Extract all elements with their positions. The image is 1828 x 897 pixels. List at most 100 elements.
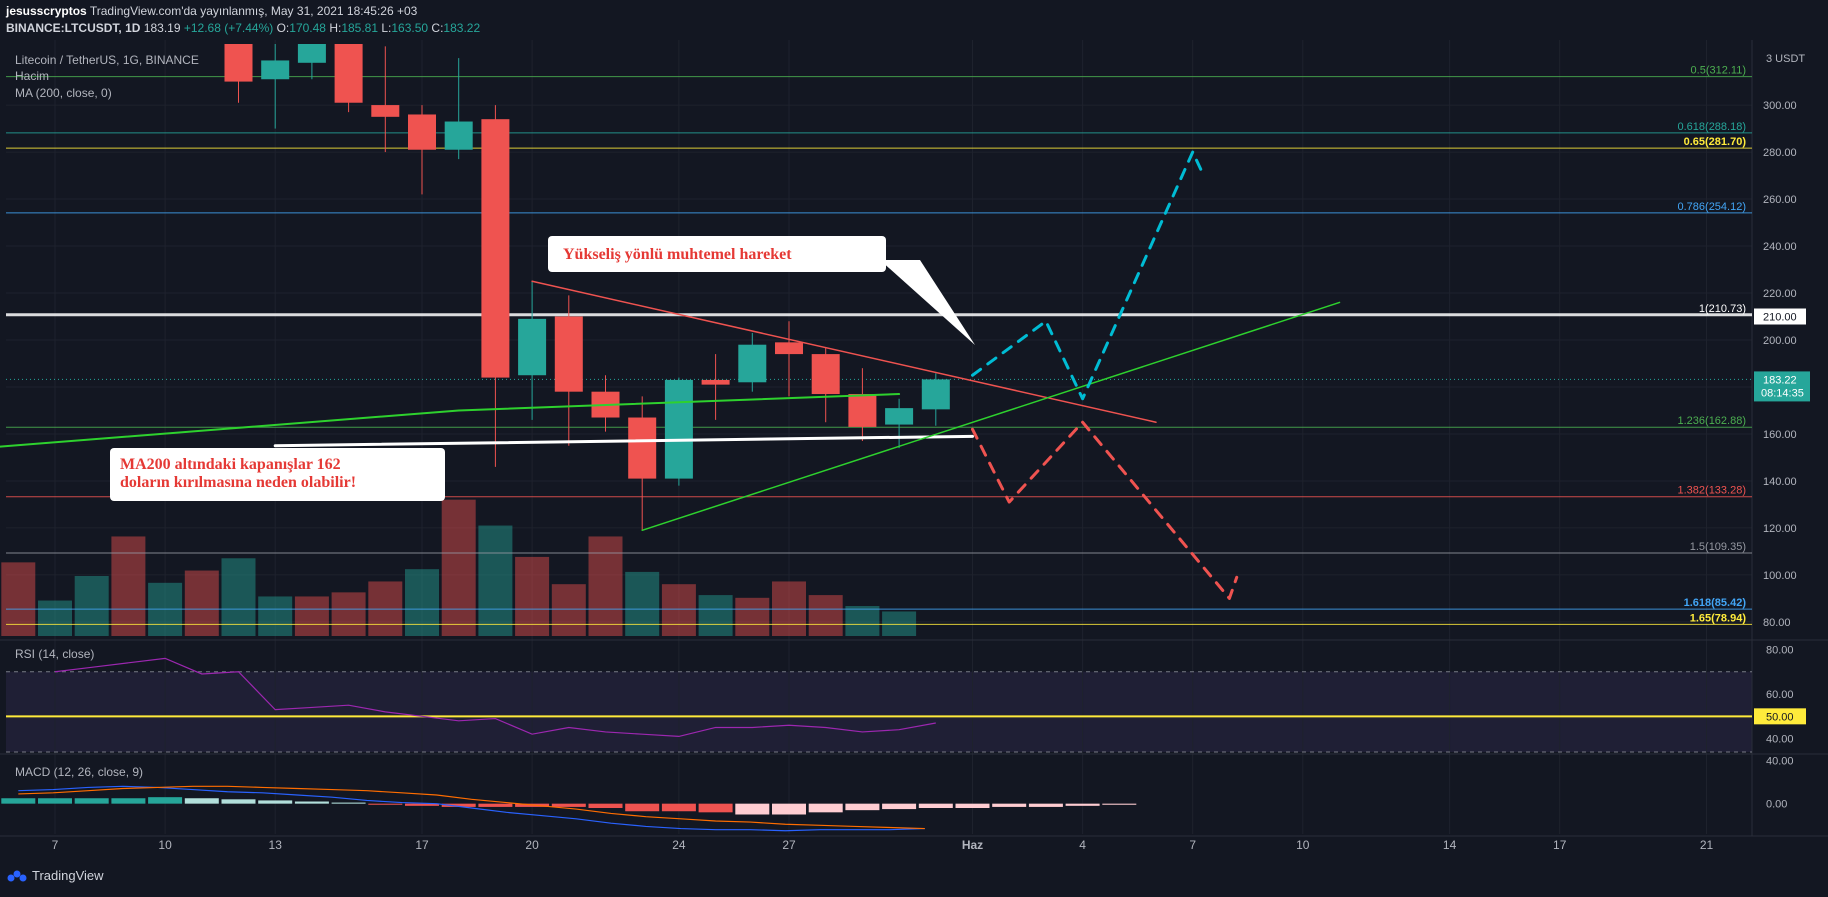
fib-level-label: 0.65(281.70) — [1684, 136, 1747, 148]
macd-histogram-bar — [992, 803, 1027, 807]
fib-level-label: 0.5(312.11) — [1691, 65, 1746, 77]
price-tag-label: 210.00 — [1763, 312, 1797, 324]
bearish-projection-path — [971, 420, 1239, 600]
fib-level-label: 1.236(162.88) — [1678, 415, 1747, 427]
candle-body — [334, 44, 363, 103]
macd-histogram-bar — [661, 803, 696, 812]
macd-histogram-bar — [1028, 803, 1063, 807]
volume-bar — [74, 576, 109, 636]
macd-histogram-bar — [184, 798, 219, 804]
candle-body — [518, 318, 547, 376]
price-axis-tick: 220.00 — [1763, 288, 1797, 300]
fib-level-label: 1.65(78.94) — [1690, 612, 1747, 624]
volume-bar — [588, 536, 623, 636]
macd-histogram-bar — [258, 800, 293, 804]
price-axis-tick: 280.00 — [1763, 147, 1797, 159]
time-axis-tick: 17 — [415, 838, 429, 852]
time-axis-tick: 7 — [1189, 838, 1196, 852]
volume-bar — [38, 600, 72, 636]
symbol-ohlc-line: BINANCE:LTCUSDT, 1D 183.19 +12.68 (+7.44… — [6, 21, 480, 35]
fib-level-label: 1.382(133.28) — [1678, 485, 1747, 497]
bull-callout-pointer — [880, 260, 975, 345]
bear-callout-box — [110, 448, 445, 501]
bear-callout-text-1: MA200 altındaki kapanışlar 162 — [120, 456, 341, 473]
macd-histogram-bar — [368, 803, 403, 805]
volume-bar — [294, 596, 329, 636]
currency-label: 3 USDT — [1766, 53, 1805, 65]
support-line — [273, 434, 974, 448]
macd-histogram-bar — [772, 803, 806, 815]
volume-bar — [515, 556, 550, 636]
macd-line — [18, 785, 925, 832]
bull-callout-text: Yükseliş yönlü muhtemel hareket — [563, 246, 792, 263]
bullish-projection-path — [971, 150, 1206, 401]
tradingview-brand[interactable]: TradingView — [6, 868, 104, 883]
rsi-axis-tick: 80.00 — [1766, 644, 1794, 656]
volume-bar — [1, 562, 36, 636]
macd-histogram-bar — [955, 803, 990, 808]
macd-histogram-bar — [111, 798, 146, 804]
volume-bar — [441, 499, 476, 636]
price-chart[interactable]: 0.5(312.11) 0.618(288.18) 0.65(281.70) 0.78… — [0, 0, 1828, 865]
fib-level-label: 1.5(109.35) — [1690, 541, 1746, 553]
time-axis-tick: 21 — [1700, 838, 1714, 852]
volume-bar — [661, 584, 696, 636]
time-axis-tick: 24 — [672, 838, 686, 852]
price-axis-tick: 160.00 — [1763, 429, 1797, 441]
macd-histogram-bar — [331, 802, 366, 804]
time-axis-tick: 20 — [525, 838, 539, 852]
macd-histogram-bar — [1065, 803, 1100, 806]
macd-histogram-bar — [845, 803, 880, 811]
price-axis-tick: 260.00 — [1763, 194, 1797, 206]
candle-body — [261, 60, 290, 80]
volume-bar — [221, 558, 256, 636]
main-legend: Litecoin / TetherUS, 1G, BINANCE — [15, 53, 199, 67]
macd-histogram-bar — [808, 803, 843, 813]
bull-callout-box — [548, 236, 886, 272]
candle-body — [738, 344, 767, 383]
macd-histogram-bar — [148, 797, 183, 804]
volume-bar — [331, 592, 366, 636]
candle-body — [848, 394, 877, 427]
price-axis-tick: 200.00 — [1763, 335, 1797, 347]
macd-histogram-bar — [74, 798, 109, 804]
macd-signal-line — [18, 785, 925, 830]
macd-histogram-bar — [221, 799, 256, 804]
volume-bar — [405, 569, 439, 636]
low-value: 163.50 — [391, 21, 429, 35]
volume-bar — [478, 525, 513, 636]
time-axis-tick: 13 — [269, 838, 283, 852]
volume-bar — [258, 596, 293, 636]
candle-body — [628, 417, 657, 479]
price-tag-box — [1754, 308, 1806, 325]
tradingview-brand-label: TradingView — [32, 868, 104, 883]
fib-level-label: 1(210.73) — [1699, 303, 1746, 315]
candle-body — [554, 316, 583, 392]
rsi-pane — [6, 645, 1752, 752]
candle-body — [408, 114, 436, 150]
volume-legend: Hacim — [15, 69, 49, 83]
candle-body — [224, 44, 253, 82]
candle-body — [444, 121, 473, 150]
rsi-band-fill — [6, 671, 1752, 752]
candle-body — [921, 379, 950, 410]
symbol-label[interactable]: BINANCE:LTCUSDT, 1D — [6, 21, 141, 35]
rsi-axis-tick: 60.00 — [1766, 689, 1794, 701]
candle-body — [664, 379, 693, 479]
price-axis-tick: 120.00 — [1763, 523, 1797, 535]
macd-histogram-bar — [588, 803, 623, 808]
macd-axis-tick: 40.00 — [1766, 755, 1794, 767]
fib-level-label: 0.786(254.12) — [1678, 201, 1747, 213]
ma200-line — [0, 393, 901, 448]
descending-trendline — [531, 280, 1157, 423]
time-axis-tick: Haz — [962, 838, 983, 852]
time-axis-tick: 27 — [782, 838, 796, 852]
rsi-axis-tick: 40.00 — [1766, 734, 1794, 746]
rsi-legend: RSI (14, close) — [15, 647, 94, 661]
candle-body — [811, 354, 840, 395]
macd-legend: MACD (12, 26, close, 9) — [15, 765, 143, 779]
author-name[interactable]: jesusscryptos — [6, 4, 87, 18]
tradingview-logo-icon — [7, 870, 27, 881]
volume-bar — [735, 597, 770, 636]
